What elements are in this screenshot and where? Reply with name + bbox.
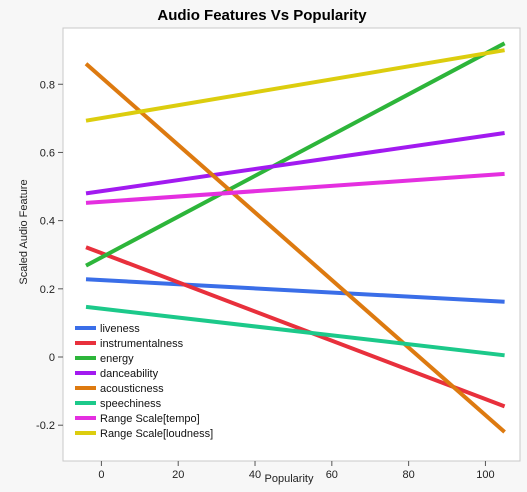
y-tick-label: 0.6 <box>40 147 55 159</box>
series-lines <box>84 41 506 434</box>
y-axis-label: Scaled Audio Feature <box>18 179 30 284</box>
y-tick-label: -0.2 <box>36 420 55 432</box>
y-tick-label: 0.8 <box>40 79 55 91</box>
x-tick-label: 0 <box>98 469 104 481</box>
series-line-liveness <box>85 277 505 304</box>
y-tick-label: 0.4 <box>40 216 55 228</box>
x-tick-label: 20 <box>172 469 184 481</box>
series-line-instrumentalness <box>85 245 506 409</box>
y-tick-label: 0.2 <box>40 284 55 296</box>
chart-title: Audio Features Vs Popularity <box>157 7 367 24</box>
legend-label: acousticness <box>100 383 164 395</box>
series-line-danceability <box>85 131 505 196</box>
x-tick-label: 80 <box>403 469 415 481</box>
y-tick-label: 0 <box>49 352 55 364</box>
series-line-acousticness <box>84 62 506 434</box>
legend-label: Range Scale[tempo] <box>100 413 200 425</box>
legend: liveness instrumentalness energy danceabili… <box>75 323 213 440</box>
series-line-energy <box>85 41 506 268</box>
x-axis-label: Popularity <box>265 473 314 485</box>
legend-label: speechiness <box>100 398 162 410</box>
series-line-range-scale-tempo <box>85 171 505 205</box>
legend-label: liveness <box>100 323 140 335</box>
legend-label: danceability <box>100 368 159 380</box>
axis-ticks: 0 20 40 60 80 100 -0.2 0 0.2 0.4 0.6 0.8 <box>36 79 495 481</box>
series-line-range-scale-loudness <box>85 48 505 123</box>
x-tick-label: 60 <box>326 469 338 481</box>
legend-label: instrumentalness <box>100 338 184 350</box>
legend-label: energy <box>100 353 134 365</box>
x-tick-label: 40 <box>249 469 261 481</box>
series-line-speechiness <box>85 304 505 358</box>
x-tick-label: 100 <box>476 469 494 481</box>
legend-label: Range Scale[loudness] <box>100 428 213 440</box>
